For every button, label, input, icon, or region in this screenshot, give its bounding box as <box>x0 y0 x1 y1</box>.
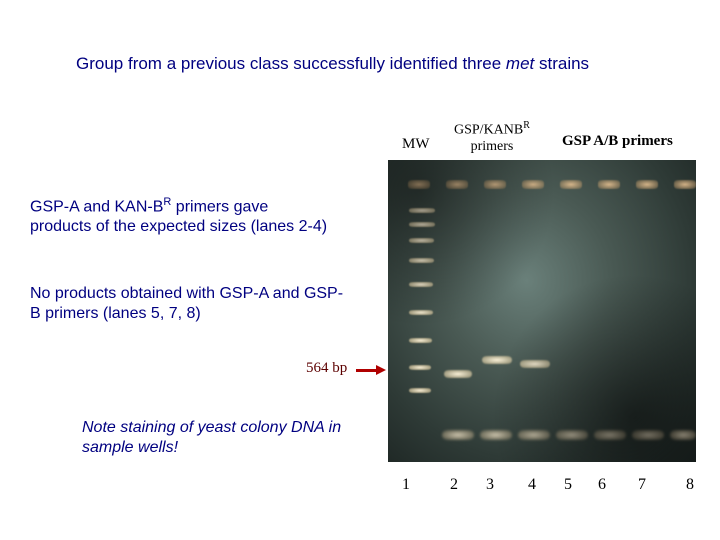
para1-a: GSP-A and KAN-B <box>30 198 163 215</box>
well <box>598 180 620 189</box>
lane-number: 8 <box>680 476 700 494</box>
pcr-band <box>520 360 550 368</box>
dye-front <box>442 430 474 440</box>
kanbr-sup: R <box>523 120 530 131</box>
note-text: Note staining of yeast colony DNA in sam… <box>82 418 362 458</box>
gel-label-mw: MW <box>402 136 430 153</box>
lane-number: 7 <box>632 476 652 494</box>
ladder-band <box>409 258 434 263</box>
ladder-band <box>409 365 431 370</box>
pcr-band <box>444 370 472 378</box>
title-met: met <box>506 54 534 73</box>
ladder-band <box>409 208 435 213</box>
dye-front <box>594 430 626 440</box>
paragraph-1: GSP-A and KAN-BR primers gave products o… <box>30 196 330 237</box>
title-pre: Group from a previous class successfully… <box>76 54 506 73</box>
dye-front <box>632 430 664 440</box>
arrow-shaft <box>356 369 378 372</box>
ladder-band <box>409 238 434 243</box>
slide-title: Group from a previous class successfully… <box>76 54 680 74</box>
lane-number: 5 <box>558 476 578 494</box>
title-post: strains <box>534 54 589 73</box>
well <box>446 180 468 189</box>
dye-front <box>518 430 550 440</box>
kanbr-line1: GSP/KANB <box>454 123 523 138</box>
ladder-band <box>409 282 433 287</box>
pcr-band <box>482 356 512 364</box>
gel-image <box>388 160 696 462</box>
kanbr-line2: primers <box>471 139 514 154</box>
lane-number: 1 <box>396 476 416 494</box>
lane-number: 4 <box>522 476 542 494</box>
well <box>408 180 430 189</box>
arrow-head <box>376 365 386 375</box>
dye-front <box>670 430 696 440</box>
ladder-band <box>409 222 435 227</box>
ladder-band <box>409 338 432 343</box>
bp-label: 564 bp <box>306 360 347 377</box>
lane-number: 3 <box>480 476 500 494</box>
lane-number: 2 <box>444 476 464 494</box>
well <box>560 180 582 189</box>
ladder-band <box>409 388 431 393</box>
well <box>522 180 544 189</box>
gel-label-ab: GSP A/B primers <box>562 133 673 150</box>
dye-front <box>556 430 588 440</box>
bp-arrow <box>356 366 386 374</box>
lane-number: 6 <box>592 476 612 494</box>
well <box>484 180 506 189</box>
ladder-band <box>409 310 433 315</box>
gel-label-kanbr: GSP/KANBR primers <box>454 120 530 156</box>
well <box>636 180 658 189</box>
well <box>674 180 696 189</box>
paragraph-2: No products obtained with GSP-A and GSP-… <box>30 284 350 324</box>
dye-front <box>480 430 512 440</box>
